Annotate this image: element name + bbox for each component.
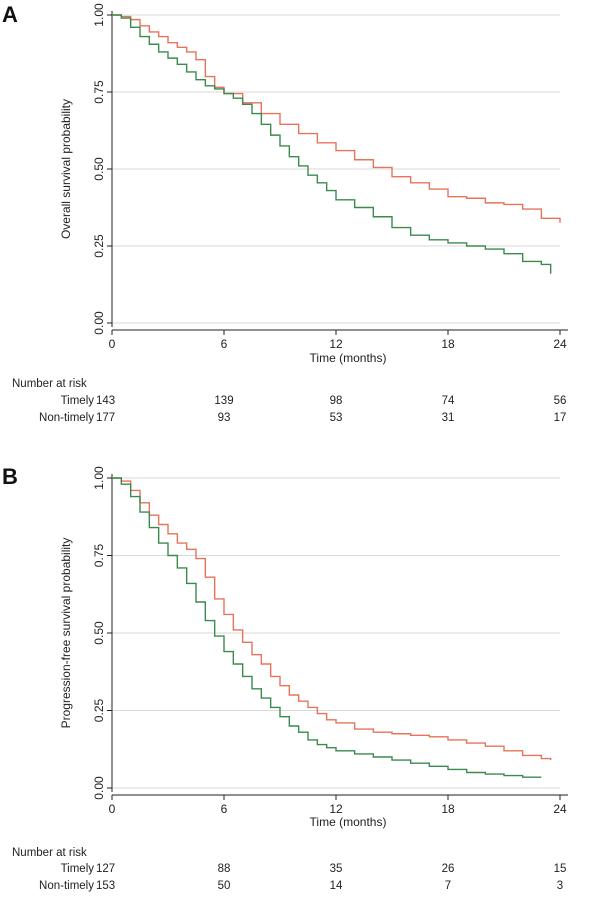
- x-axis-title: Time (months): [310, 815, 387, 829]
- x-tick-label: 12: [329, 802, 343, 816]
- survival-curve-timely: [112, 14, 561, 223]
- x-tick-label: 6: [221, 802, 228, 816]
- risk-value: 93: [218, 412, 231, 424]
- x-tick-label: 12: [329, 337, 343, 351]
- y-tick-label: 0.50: [92, 621, 106, 645]
- risk-value: 153: [96, 880, 115, 892]
- y-tick-label: 0.75: [92, 543, 106, 567]
- risk-value: 15: [554, 863, 567, 875]
- x-tick-label: 18: [441, 802, 455, 816]
- y-tick-label: 0.25: [92, 234, 106, 258]
- risk-row-label: Timely: [61, 395, 95, 407]
- survival-curve-non-timely: [112, 477, 542, 778]
- risk-value: 143: [96, 395, 115, 407]
- risk-row-label: Timely: [61, 863, 95, 875]
- risk-value: 35: [330, 863, 343, 875]
- risk-value: 127: [96, 863, 115, 875]
- y-tick-label: 1.00: [92, 3, 106, 27]
- survival-curve-non-timely: [112, 14, 552, 274]
- x-tick-label: 6: [221, 337, 228, 351]
- y-tick-label: 0.50: [92, 157, 106, 181]
- panel-label: A: [2, 2, 18, 27]
- risk-value: 31: [442, 412, 455, 424]
- risk-value: 26: [442, 863, 455, 875]
- panel-a: A 0.00 0.25 0.50 0.75 1.00 0 6 12 18 24 Time (month…: [2, 2, 568, 424]
- risk-value: 53: [330, 412, 343, 424]
- panel-label: B: [2, 464, 18, 489]
- x-axis-title: Time (months): [310, 351, 387, 365]
- x-tick-label: 18: [441, 337, 455, 351]
- x-tick-label: 0: [109, 337, 116, 351]
- x-tick-label: 0: [109, 802, 116, 816]
- risk-value: 139: [214, 395, 233, 407]
- x-tick-label: 24: [553, 802, 567, 816]
- risk-value: 98: [330, 395, 343, 407]
- risk-value: 88: [218, 863, 231, 875]
- risk-value: 14: [330, 880, 343, 892]
- risk-value: 50: [218, 880, 231, 892]
- panel-b: B 0.00 0.25 0.50 0.75 1.00 0 6 12 18 24 Time (month…: [2, 464, 568, 892]
- risk-value: 7: [445, 880, 451, 892]
- y-tick-label: 1.00: [92, 466, 106, 490]
- y-tick-label: 0.00: [92, 311, 106, 335]
- risk-table-title: Number at risk: [12, 378, 87, 390]
- risk-row-label: Non-timely: [39, 880, 94, 892]
- risk-table-title: Number at risk: [12, 847, 87, 859]
- risk-row-label: Non-timely: [39, 412, 94, 424]
- survival-curve-timely: [112, 477, 552, 761]
- risk-value: 3: [557, 880, 563, 892]
- y-tick-label: 0.25: [92, 698, 106, 722]
- y-tick-label: 0.75: [92, 80, 106, 104]
- x-tick-label: 24: [553, 337, 567, 351]
- y-axis-title: Progression-free survival probability: [59, 538, 73, 729]
- y-axis-title: Overall survival probability: [59, 99, 73, 239]
- risk-value: 56: [554, 395, 567, 407]
- risk-value: 17: [554, 412, 567, 424]
- y-tick-label: 0.00: [92, 776, 106, 800]
- risk-value: 177: [96, 412, 115, 424]
- risk-value: 74: [442, 395, 455, 407]
